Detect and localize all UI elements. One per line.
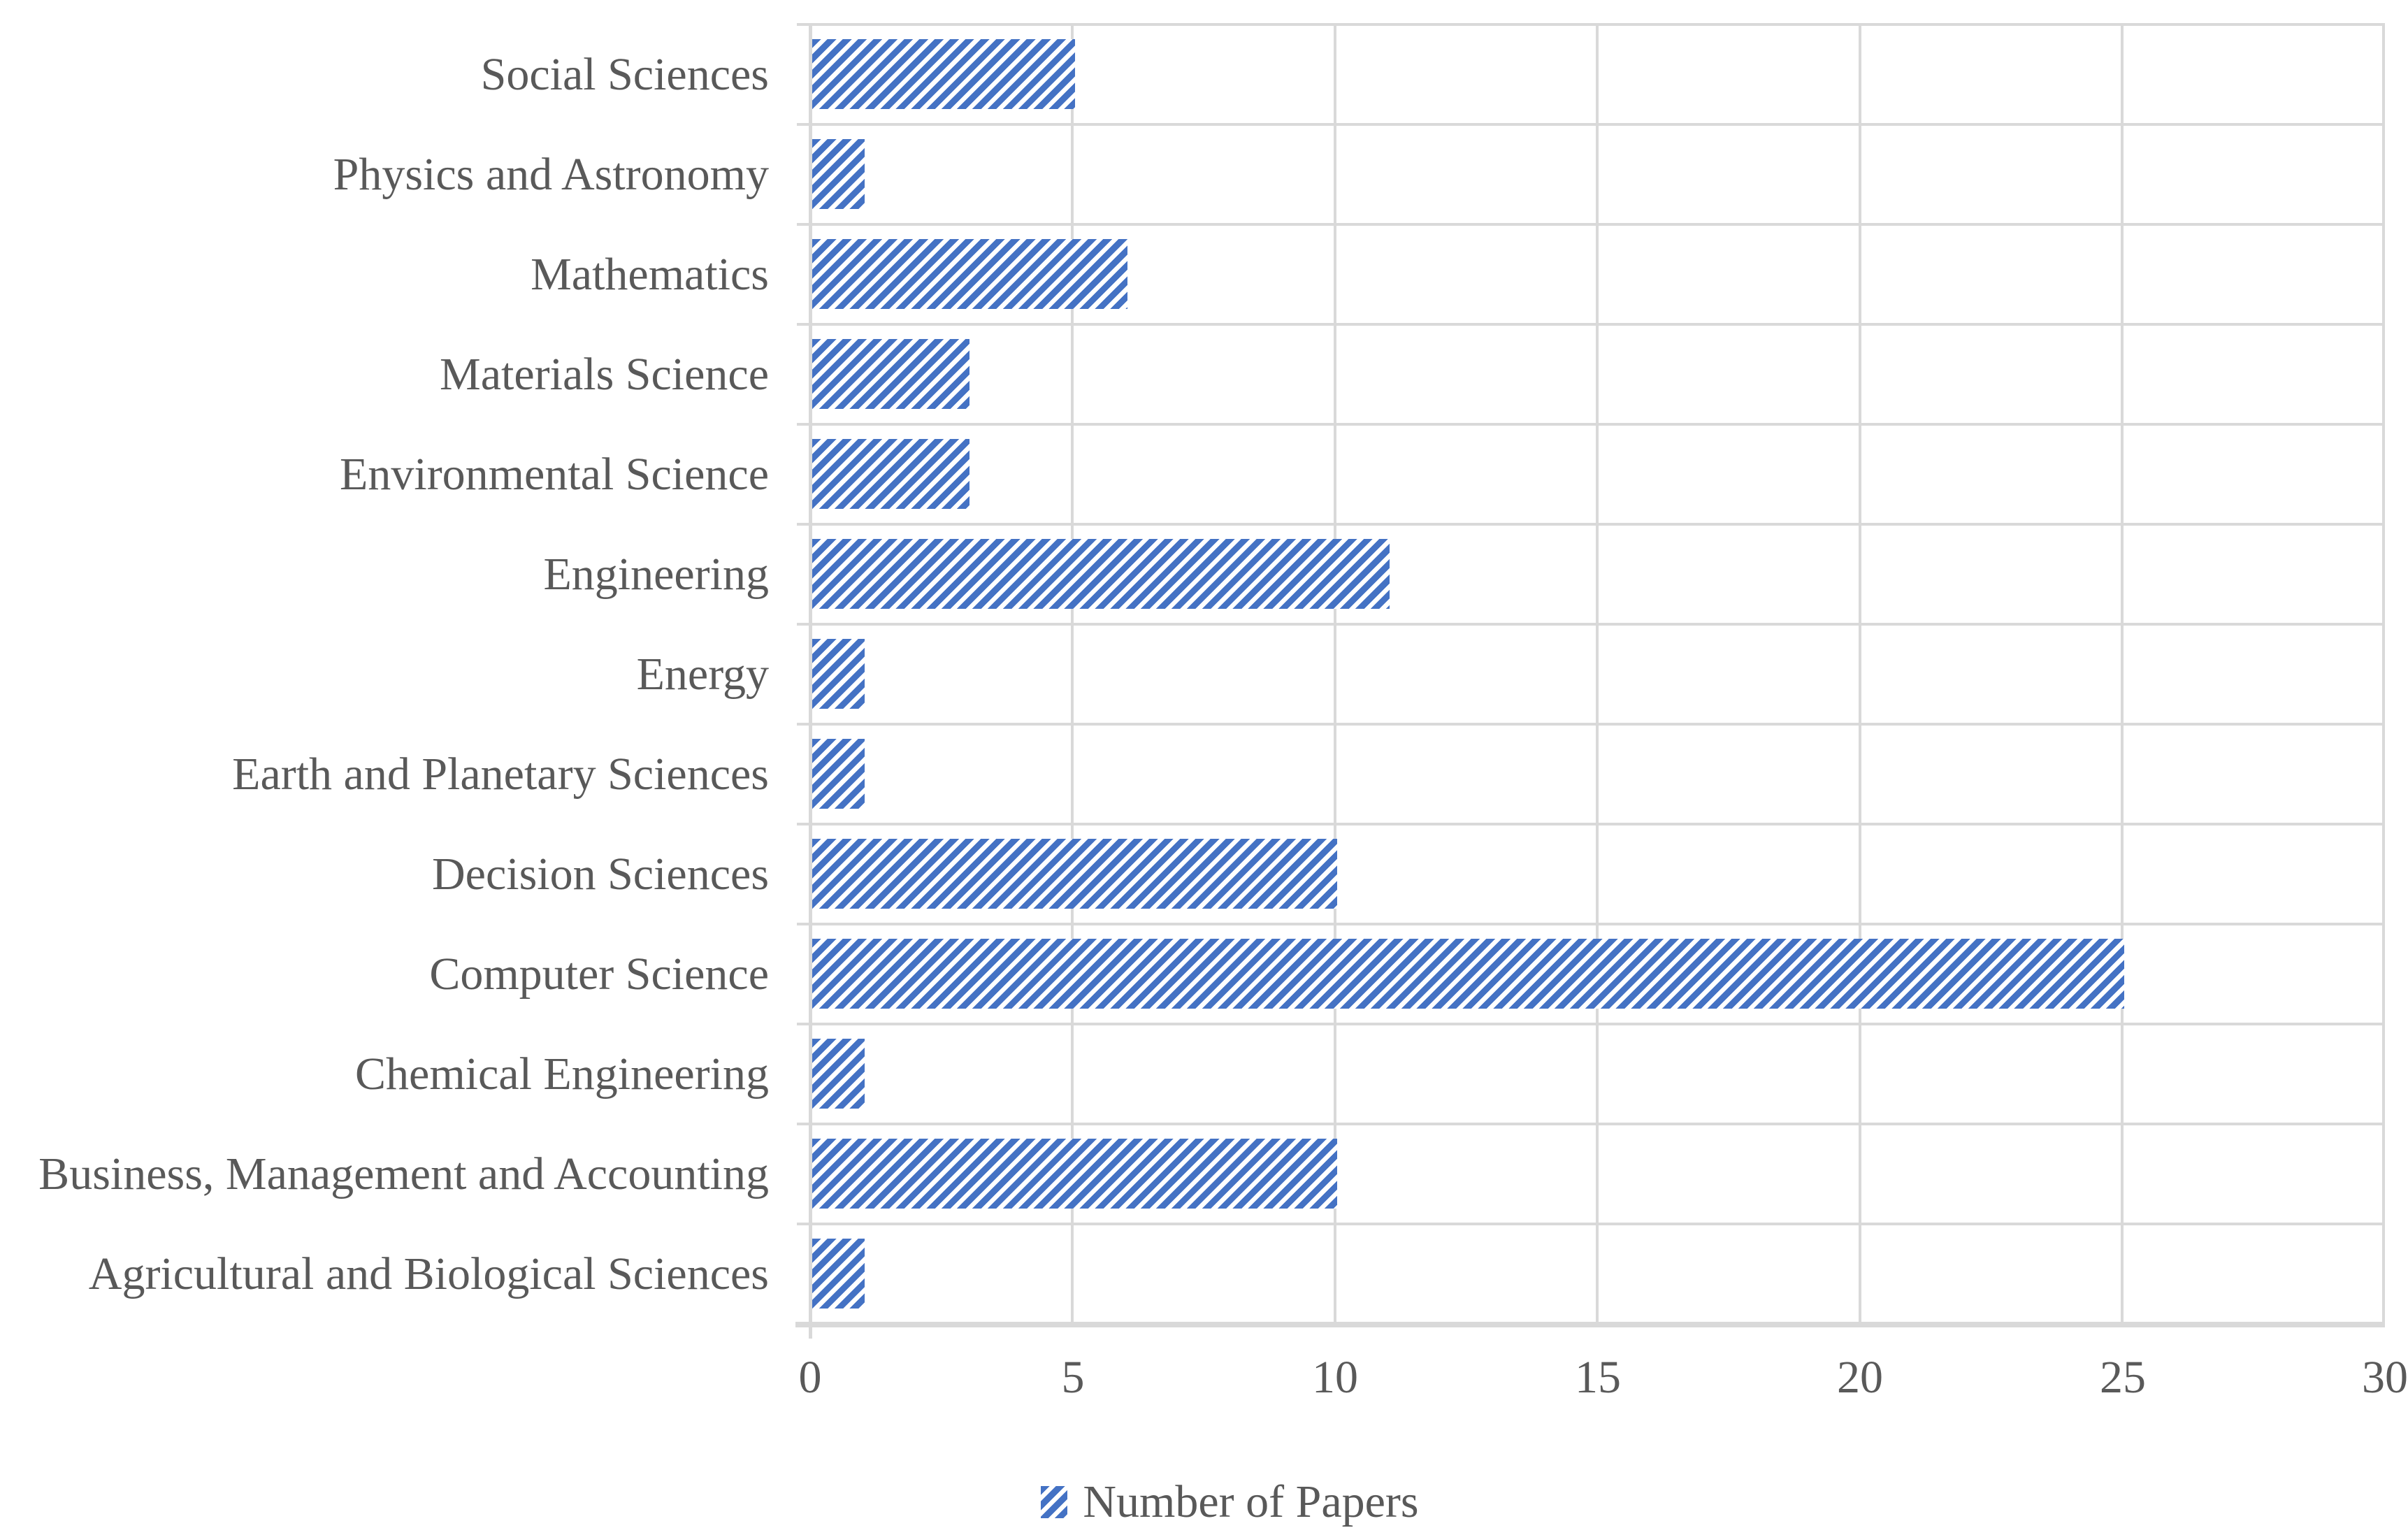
bar-energy bbox=[812, 639, 865, 709]
x-tick-label: 30 bbox=[2362, 1352, 2408, 1403]
category-label: Materials Science bbox=[440, 348, 769, 400]
bar-decision-sciences bbox=[812, 839, 1337, 909]
plot-area bbox=[795, 23, 2385, 1339]
gridline-horizontal bbox=[797, 1223, 2385, 1225]
category-label: Social Sciences bbox=[480, 48, 769, 100]
gridline-vertical bbox=[2382, 24, 2385, 1325]
gridline-horizontal bbox=[797, 723, 2385, 726]
category-label: Earth and Planetary Sciences bbox=[232, 748, 769, 800]
bar-business-management-and-accounting bbox=[812, 1139, 1337, 1209]
legend-label: Number of Papers bbox=[1083, 1476, 1419, 1527]
x-tick-label: 25 bbox=[2100, 1352, 2146, 1403]
category-label: Engineering bbox=[543, 548, 769, 600]
gridline-vertical bbox=[1071, 24, 1074, 1325]
gridline-horizontal bbox=[797, 523, 2385, 526]
gridline-horizontal bbox=[797, 323, 2385, 326]
category-label: Decision Sciences bbox=[431, 848, 769, 900]
bar-chemical-engineering bbox=[812, 1039, 865, 1109]
gridline-horizontal bbox=[797, 623, 2385, 626]
gridline-horizontal bbox=[797, 1023, 2385, 1025]
bar-earth-and-planetary-sciences bbox=[812, 739, 865, 809]
x-tick-label: 15 bbox=[1575, 1352, 1621, 1403]
x-tick-label: 0 bbox=[798, 1352, 822, 1403]
x-tick-label: 20 bbox=[1837, 1352, 1883, 1403]
gridline-horizontal bbox=[797, 223, 2385, 226]
gridline-horizontal bbox=[797, 423, 2385, 426]
category-label: Energy bbox=[636, 648, 769, 700]
x-axis-line bbox=[795, 1322, 2385, 1327]
gridline-vertical bbox=[2121, 24, 2124, 1325]
category-label: Chemical Engineering bbox=[355, 1048, 769, 1100]
gridline-vertical bbox=[1596, 24, 1599, 1325]
gridline-horizontal bbox=[797, 123, 2385, 126]
bar-physics-and-astronomy bbox=[812, 139, 865, 209]
bar-mathematics bbox=[812, 239, 1127, 309]
gridline-horizontal bbox=[797, 23, 2385, 26]
gridline-horizontal bbox=[797, 1123, 2385, 1125]
category-label: Agricultural and Biological Sciences bbox=[88, 1248, 769, 1299]
category-label: Mathematics bbox=[531, 248, 769, 300]
category-label: Computer Science bbox=[429, 948, 769, 1000]
gridline-vertical bbox=[1334, 24, 1336, 1325]
bar-materials-science bbox=[812, 339, 969, 409]
gridline-vertical bbox=[1859, 24, 1861, 1325]
category-label: Environmental Science bbox=[340, 448, 769, 500]
bar-environmental-science bbox=[812, 439, 969, 509]
category-label: Physics and Astronomy bbox=[333, 148, 769, 200]
bar-agricultural-and-biological-sciences bbox=[812, 1239, 865, 1309]
category-label: Business, Management and Accounting bbox=[38, 1148, 769, 1199]
gridline-horizontal bbox=[797, 923, 2385, 925]
bar-engineering bbox=[812, 539, 1390, 609]
x-tick-label: 10 bbox=[1312, 1352, 1358, 1403]
legend-swatch-hatch-icon bbox=[1041, 1486, 1068, 1518]
y-axis-line bbox=[809, 24, 812, 1339]
bar-computer-science bbox=[812, 939, 2124, 1009]
x-tick-label: 5 bbox=[1061, 1352, 1085, 1403]
legend: Number of Papers bbox=[0, 1476, 2408, 1528]
gridline-horizontal bbox=[797, 823, 2385, 826]
bar-social-sciences bbox=[812, 39, 1075, 109]
